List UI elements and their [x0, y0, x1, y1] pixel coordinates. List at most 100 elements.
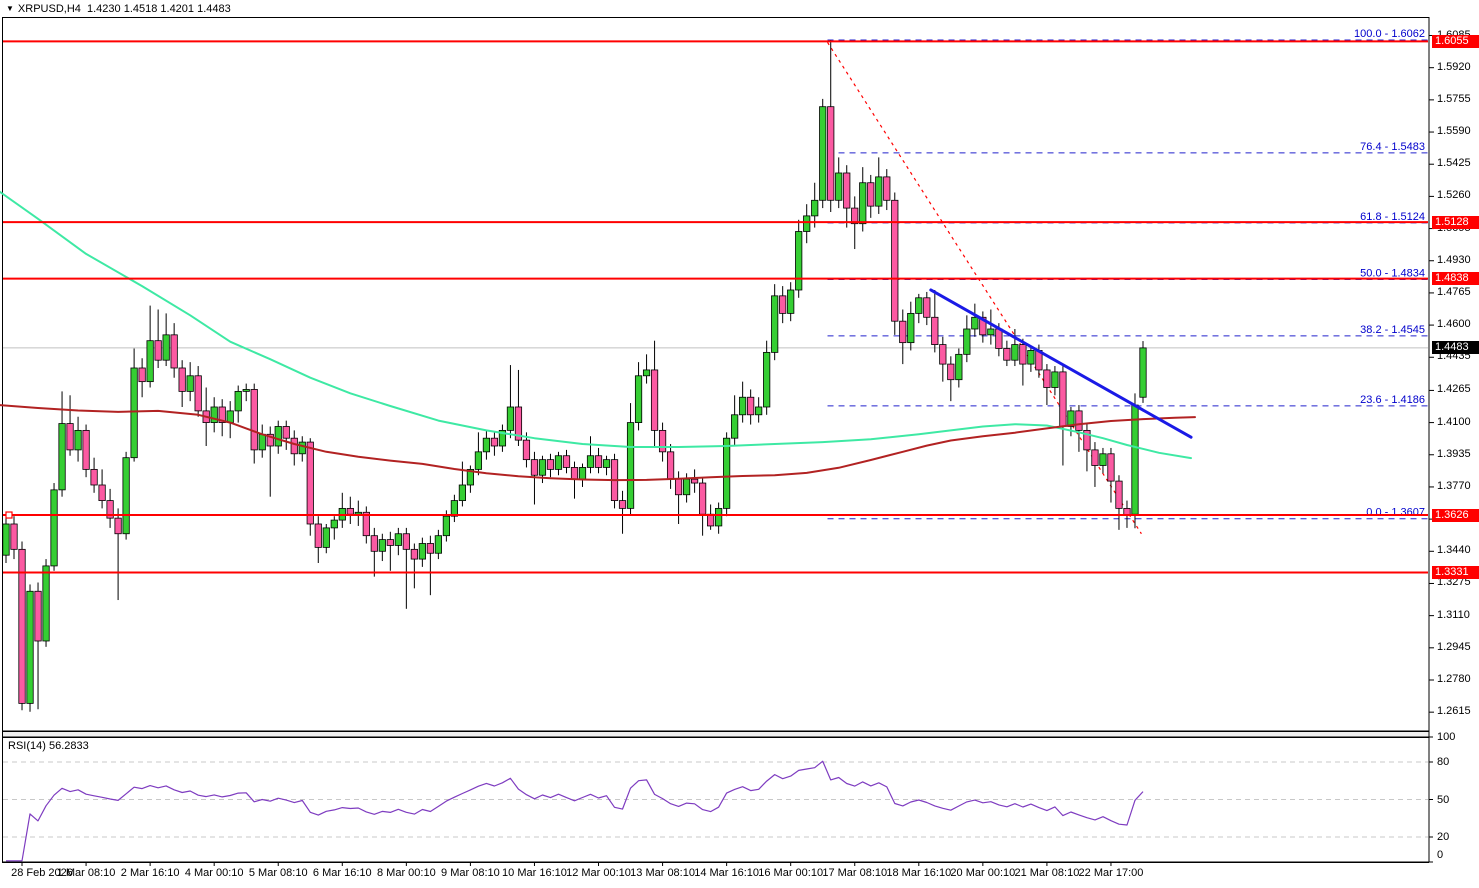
candle-body-bear — [362, 511, 370, 537]
candle-body-bull — [915, 297, 923, 314]
time-axis-label: 22 Mar 17:00 — [1078, 867, 1144, 879]
candle — [218, 399, 226, 437]
candle — [915, 293, 923, 324]
candle-body-bear — [1123, 507, 1131, 516]
rsi-axis-label: 100 — [1437, 731, 1456, 743]
candle-body-bear — [490, 437, 499, 447]
candle — [250, 383, 258, 464]
candle — [82, 424, 90, 478]
candle — [186, 362, 194, 402]
time-axis-label: 16 Mar 00:10 — [758, 867, 824, 879]
candle — [1091, 442, 1099, 487]
candle — [242, 383, 250, 402]
candle — [34, 582, 42, 710]
candle — [642, 354, 651, 384]
chart-title-text: XRPUSD,H4 1.4230 1.4518 1.4201 1.4483 — [17, 3, 231, 15]
candle-body-bear — [827, 106, 835, 201]
descending-red-dashed-trendline[interactable] — [827, 42, 1142, 535]
time-axis-label: 8 Mar 00:10 — [376, 867, 436, 879]
price-axis-label: 1.4930 — [1437, 253, 1471, 266]
candle — [691, 469, 699, 493]
candle — [482, 430, 491, 460]
candle-body-bull — [2, 523, 10, 556]
candle — [939, 336, 947, 382]
candle-body-bull — [50, 489, 58, 567]
symbol-marker-icon: ▼ — [6, 4, 14, 13]
time-axis-label: 12 Mar 00:10 — [566, 867, 631, 879]
candle-body-bull — [787, 289, 795, 314]
panel-divider[interactable] — [2, 731, 1430, 738]
fib-level-label: 61.8 - 1.5124 — [1360, 211, 1425, 223]
candle — [971, 303, 979, 337]
candle — [931, 289, 939, 353]
candle-body-bull — [210, 406, 218, 423]
candle-body-bull — [1099, 453, 1107, 466]
candle-body-bear — [410, 548, 418, 560]
rsi-line — [6, 760, 1144, 862]
candle — [594, 447, 603, 474]
candle — [474, 432, 483, 476]
candle — [498, 424, 507, 452]
candle — [747, 389, 755, 425]
candle — [811, 182, 819, 228]
candle — [394, 527, 402, 556]
ma-fast-green[interactable] — [0, 190, 1192, 460]
candle-body-bear — [66, 423, 74, 451]
candle-body-bull — [963, 328, 971, 355]
current-price-badge: 1.4483 — [1432, 341, 1479, 355]
candle-body-bear — [1059, 371, 1067, 427]
candle — [650, 340, 659, 446]
time-axis-label: 5 Mar 08:10 — [248, 867, 308, 879]
candle-body-bull — [122, 457, 130, 535]
candle-body-bear — [979, 316, 987, 336]
candle-body-bull — [450, 500, 458, 517]
candle-body-bull — [819, 106, 827, 201]
price-level-badge: 1.3626 — [1432, 508, 1479, 522]
candle-body-bear — [346, 507, 354, 515]
candle-body-bull — [715, 507, 723, 527]
candle-body-bear — [282, 426, 290, 439]
candle-body-bull — [258, 433, 266, 451]
candle — [466, 465, 475, 493]
candle-body-bull — [811, 199, 819, 217]
fib-level-label: 76.4 - 1.5483 — [1360, 141, 1425, 153]
candle — [715, 502, 723, 534]
price-axis-label: 1.2615 — [1437, 705, 1471, 718]
line-selection-handle[interactable] — [5, 511, 13, 519]
candle-body-bear — [426, 543, 434, 554]
time-axis-label: 28 Feb 2026 — [11, 867, 73, 879]
candle — [50, 483, 58, 571]
candle-body-bull — [298, 441, 306, 455]
candle-body-bear — [154, 340, 162, 361]
main-panel-frame — [2, 17, 1430, 732]
ma-slow-darkred[interactable] — [0, 404, 1196, 482]
candle-body-bull — [731, 414, 739, 439]
fib-level-label: 50.0 - 1.4834 — [1360, 267, 1425, 279]
candle-body-bear — [899, 320, 907, 344]
candle-body-bull — [1067, 410, 1075, 427]
candle — [634, 362, 643, 431]
price-axis-label: 1.4600 — [1437, 318, 1471, 331]
candle — [907, 301, 915, 351]
descending-blue-trendline[interactable] — [929, 288, 1193, 439]
price-level-badge: 1.6055 — [1432, 34, 1479, 48]
candle-body-bear — [931, 316, 939, 345]
candle — [114, 508, 122, 601]
candle-body-bear — [106, 500, 114, 519]
candle — [739, 381, 747, 423]
candle — [763, 340, 771, 415]
candle-body-bear — [386, 539, 394, 546]
candle — [731, 395, 739, 446]
candle — [330, 516, 338, 540]
candle-body-bear — [266, 433, 274, 447]
candle — [883, 169, 891, 211]
candle — [546, 453, 555, 478]
candle — [66, 395, 74, 456]
time-axis-label: 20 Mar 00:10 — [950, 867, 1016, 879]
candle-body-bear — [618, 500, 627, 509]
candle — [178, 360, 186, 407]
candle — [282, 420, 290, 450]
candle — [322, 523, 330, 554]
candle — [18, 541, 26, 711]
